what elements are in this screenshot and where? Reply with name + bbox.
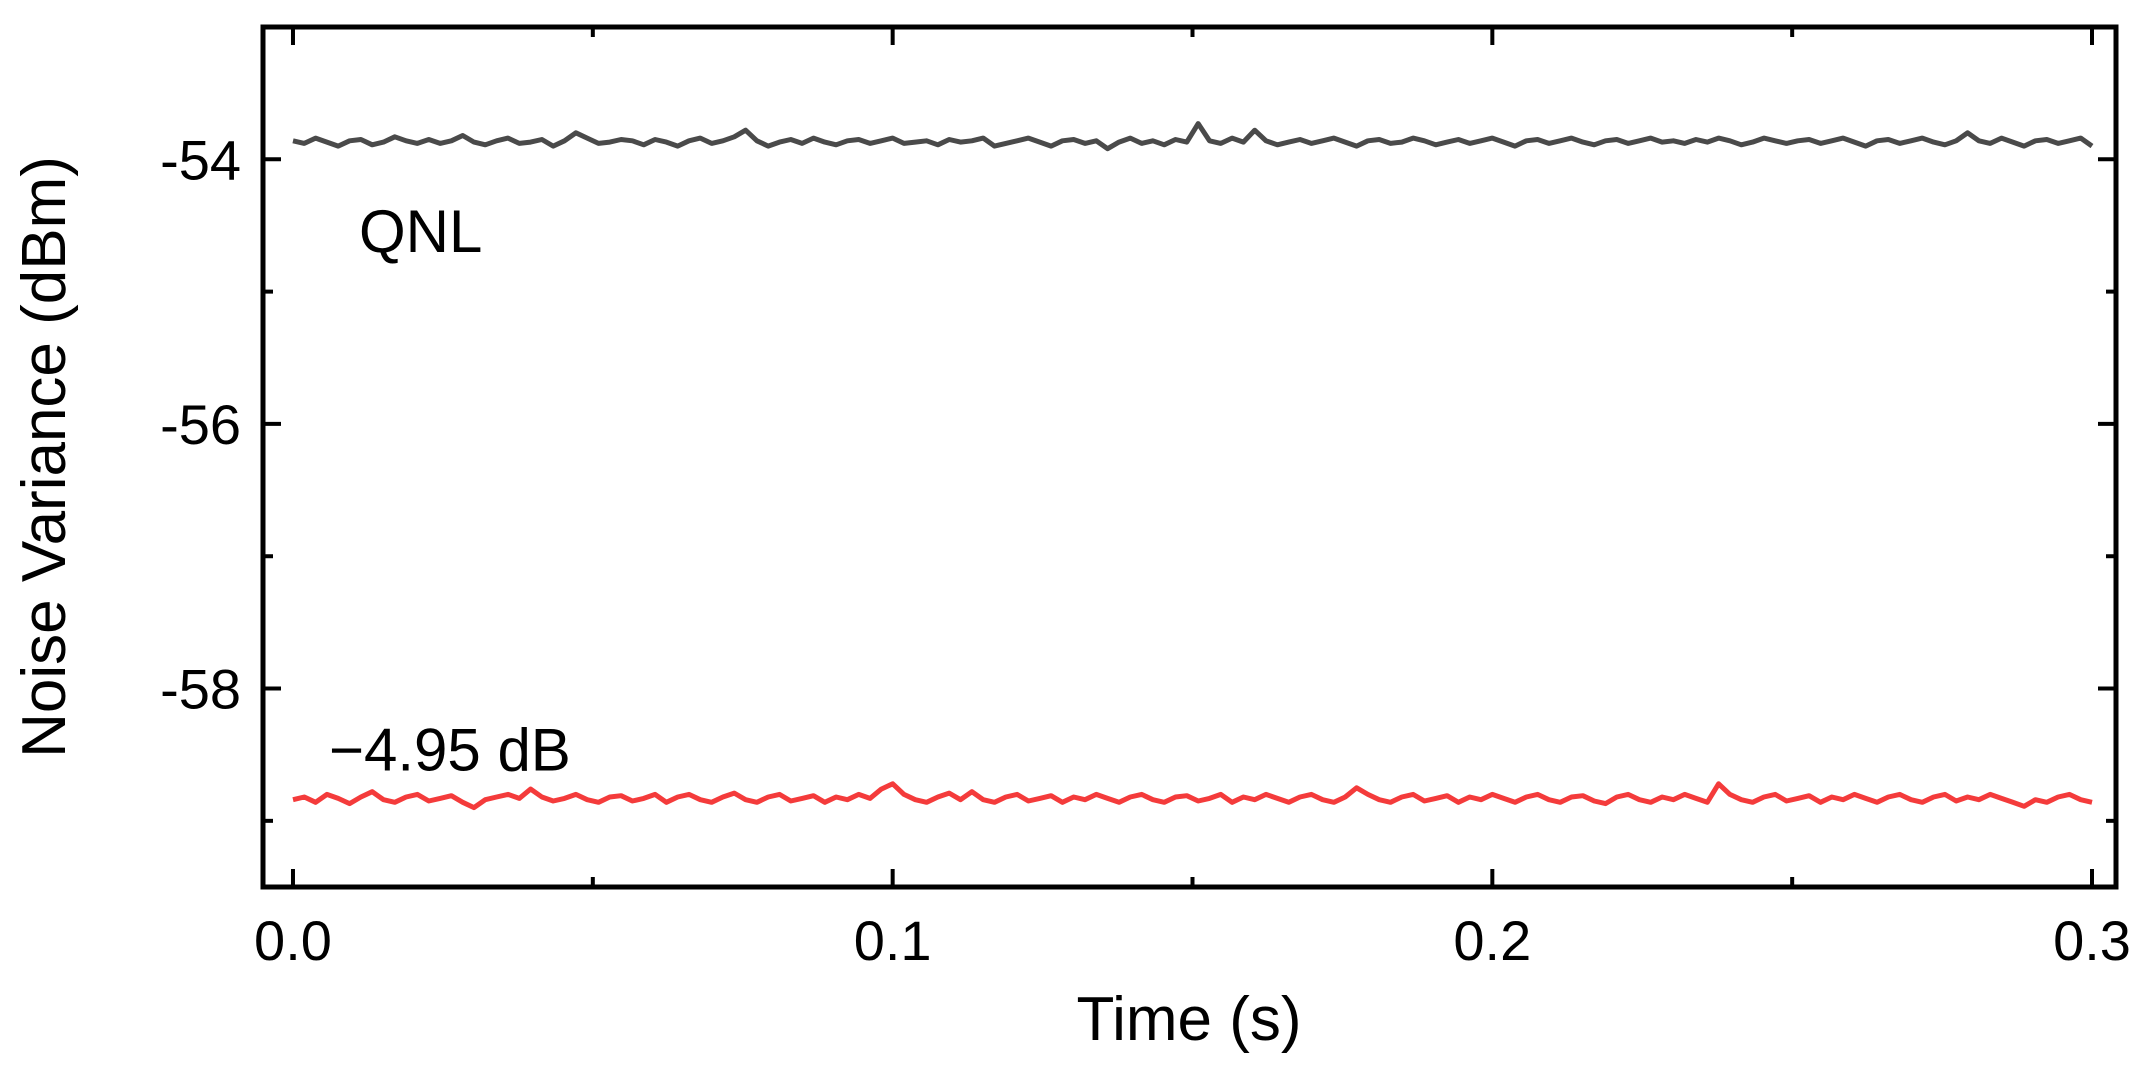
annotation-squeezing-level: −4.95 dB	[329, 717, 571, 784]
series-layer	[292, 121, 2094, 811]
y-axis-label: Noise Variance (dBm)	[10, 156, 79, 758]
labels-layer: 0.0 0.1 0.2 0.3 -54 -56 -58	[160, 128, 2131, 972]
x-tick-label: 0.2	[1453, 909, 1531, 972]
annotations-layer: QNL −4.95 dB	[329, 198, 571, 784]
y-tick-label: -54	[160, 128, 241, 191]
series-line-qnl	[292, 121, 2094, 152]
x-tick-label: 0.0	[254, 909, 332, 972]
plot-frame	[260, 24, 2119, 890]
annotation-qnl: QNL	[359, 198, 482, 265]
series-line-squeezed	[292, 781, 2093, 811]
x-tick-label: 0.1	[854, 909, 932, 972]
ticks-layer	[263, 27, 2116, 887]
x-axis-label: Time (s)	[1077, 985, 1302, 1054]
x-tick-label: 0.3	[2053, 909, 2131, 972]
y-tick-label: -56	[160, 393, 241, 456]
y-tick-label: -58	[160, 658, 241, 721]
